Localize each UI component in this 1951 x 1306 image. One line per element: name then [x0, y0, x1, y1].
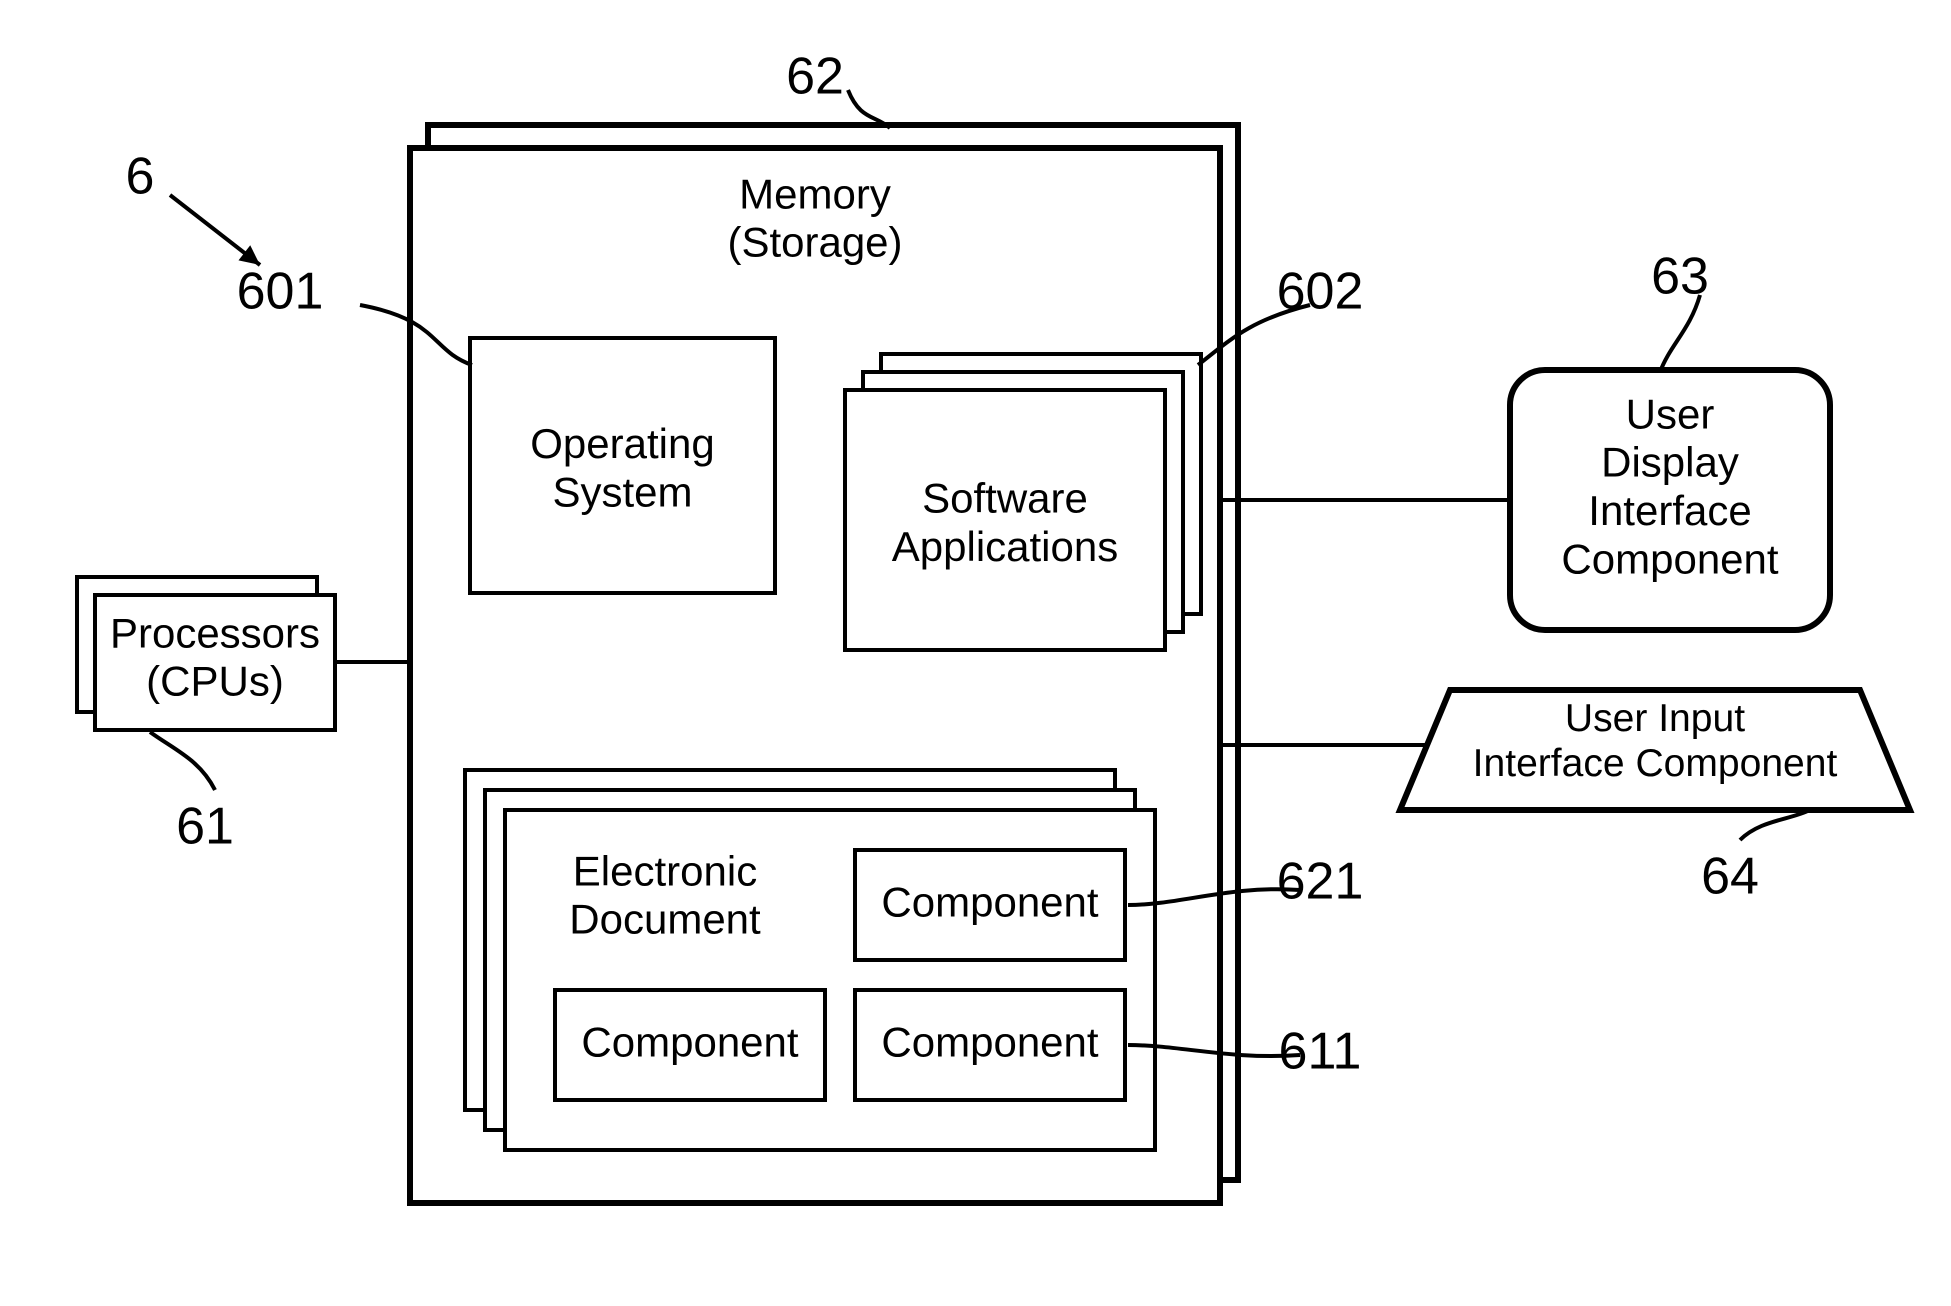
display-label-line: Interface	[1588, 487, 1751, 534]
doc-title-line: Document	[569, 896, 761, 943]
processors-label-line: Processors	[110, 609, 320, 656]
ref-memory: 62	[786, 48, 844, 106]
doc-title-line: Electronic	[573, 847, 757, 894]
doc-component-label-1: Component	[581, 1019, 798, 1066]
leader-display	[1660, 295, 1700, 372]
apps-label: SoftwareApplications	[892, 475, 1118, 570]
memory-title: Memory(Storage)	[727, 170, 902, 265]
input-label-line: Interface Component	[1473, 742, 1838, 785]
ref-comp: 621	[1277, 853, 1364, 911]
doc-component-label-0-line: Component	[881, 879, 1098, 926]
ref-display: 63	[1651, 248, 1709, 306]
ref-input: 64	[1701, 848, 1759, 906]
apps-label-line: Applications	[892, 523, 1118, 570]
ref-apps: 602	[1277, 263, 1364, 321]
ref-system: 6	[126, 148, 155, 206]
display-label-line: Component	[1561, 535, 1778, 582]
leader-processors	[150, 732, 215, 790]
doc-component-label-2-line: Component	[881, 1019, 1098, 1066]
memory-title-line: (Storage)	[727, 219, 902, 266]
doc-component-label-0: Component	[881, 879, 1098, 926]
input-label-line: User Input	[1565, 697, 1745, 740]
ref-os: 601	[237, 263, 324, 321]
os-label: OperatingSystem	[530, 420, 714, 515]
doc-title: ElectronicDocument	[569, 847, 761, 942]
doc-component-label-1-line: Component	[581, 1019, 798, 1066]
os-label-line: Operating	[530, 420, 714, 467]
processors-label-line: (CPUs)	[146, 658, 284, 705]
os-label-line: System	[552, 468, 692, 515]
memory-title-line: Memory	[739, 170, 891, 217]
doc-component-label-2: Component	[881, 1019, 1098, 1066]
ref-doc: 611	[1279, 1023, 1362, 1081]
display-label-line: User	[1626, 390, 1715, 437]
ref-processors: 61	[176, 798, 234, 856]
apps-label-line: Software	[922, 475, 1088, 522]
display-label-line: Display	[1601, 439, 1739, 486]
leader-input	[1740, 810, 1810, 840]
